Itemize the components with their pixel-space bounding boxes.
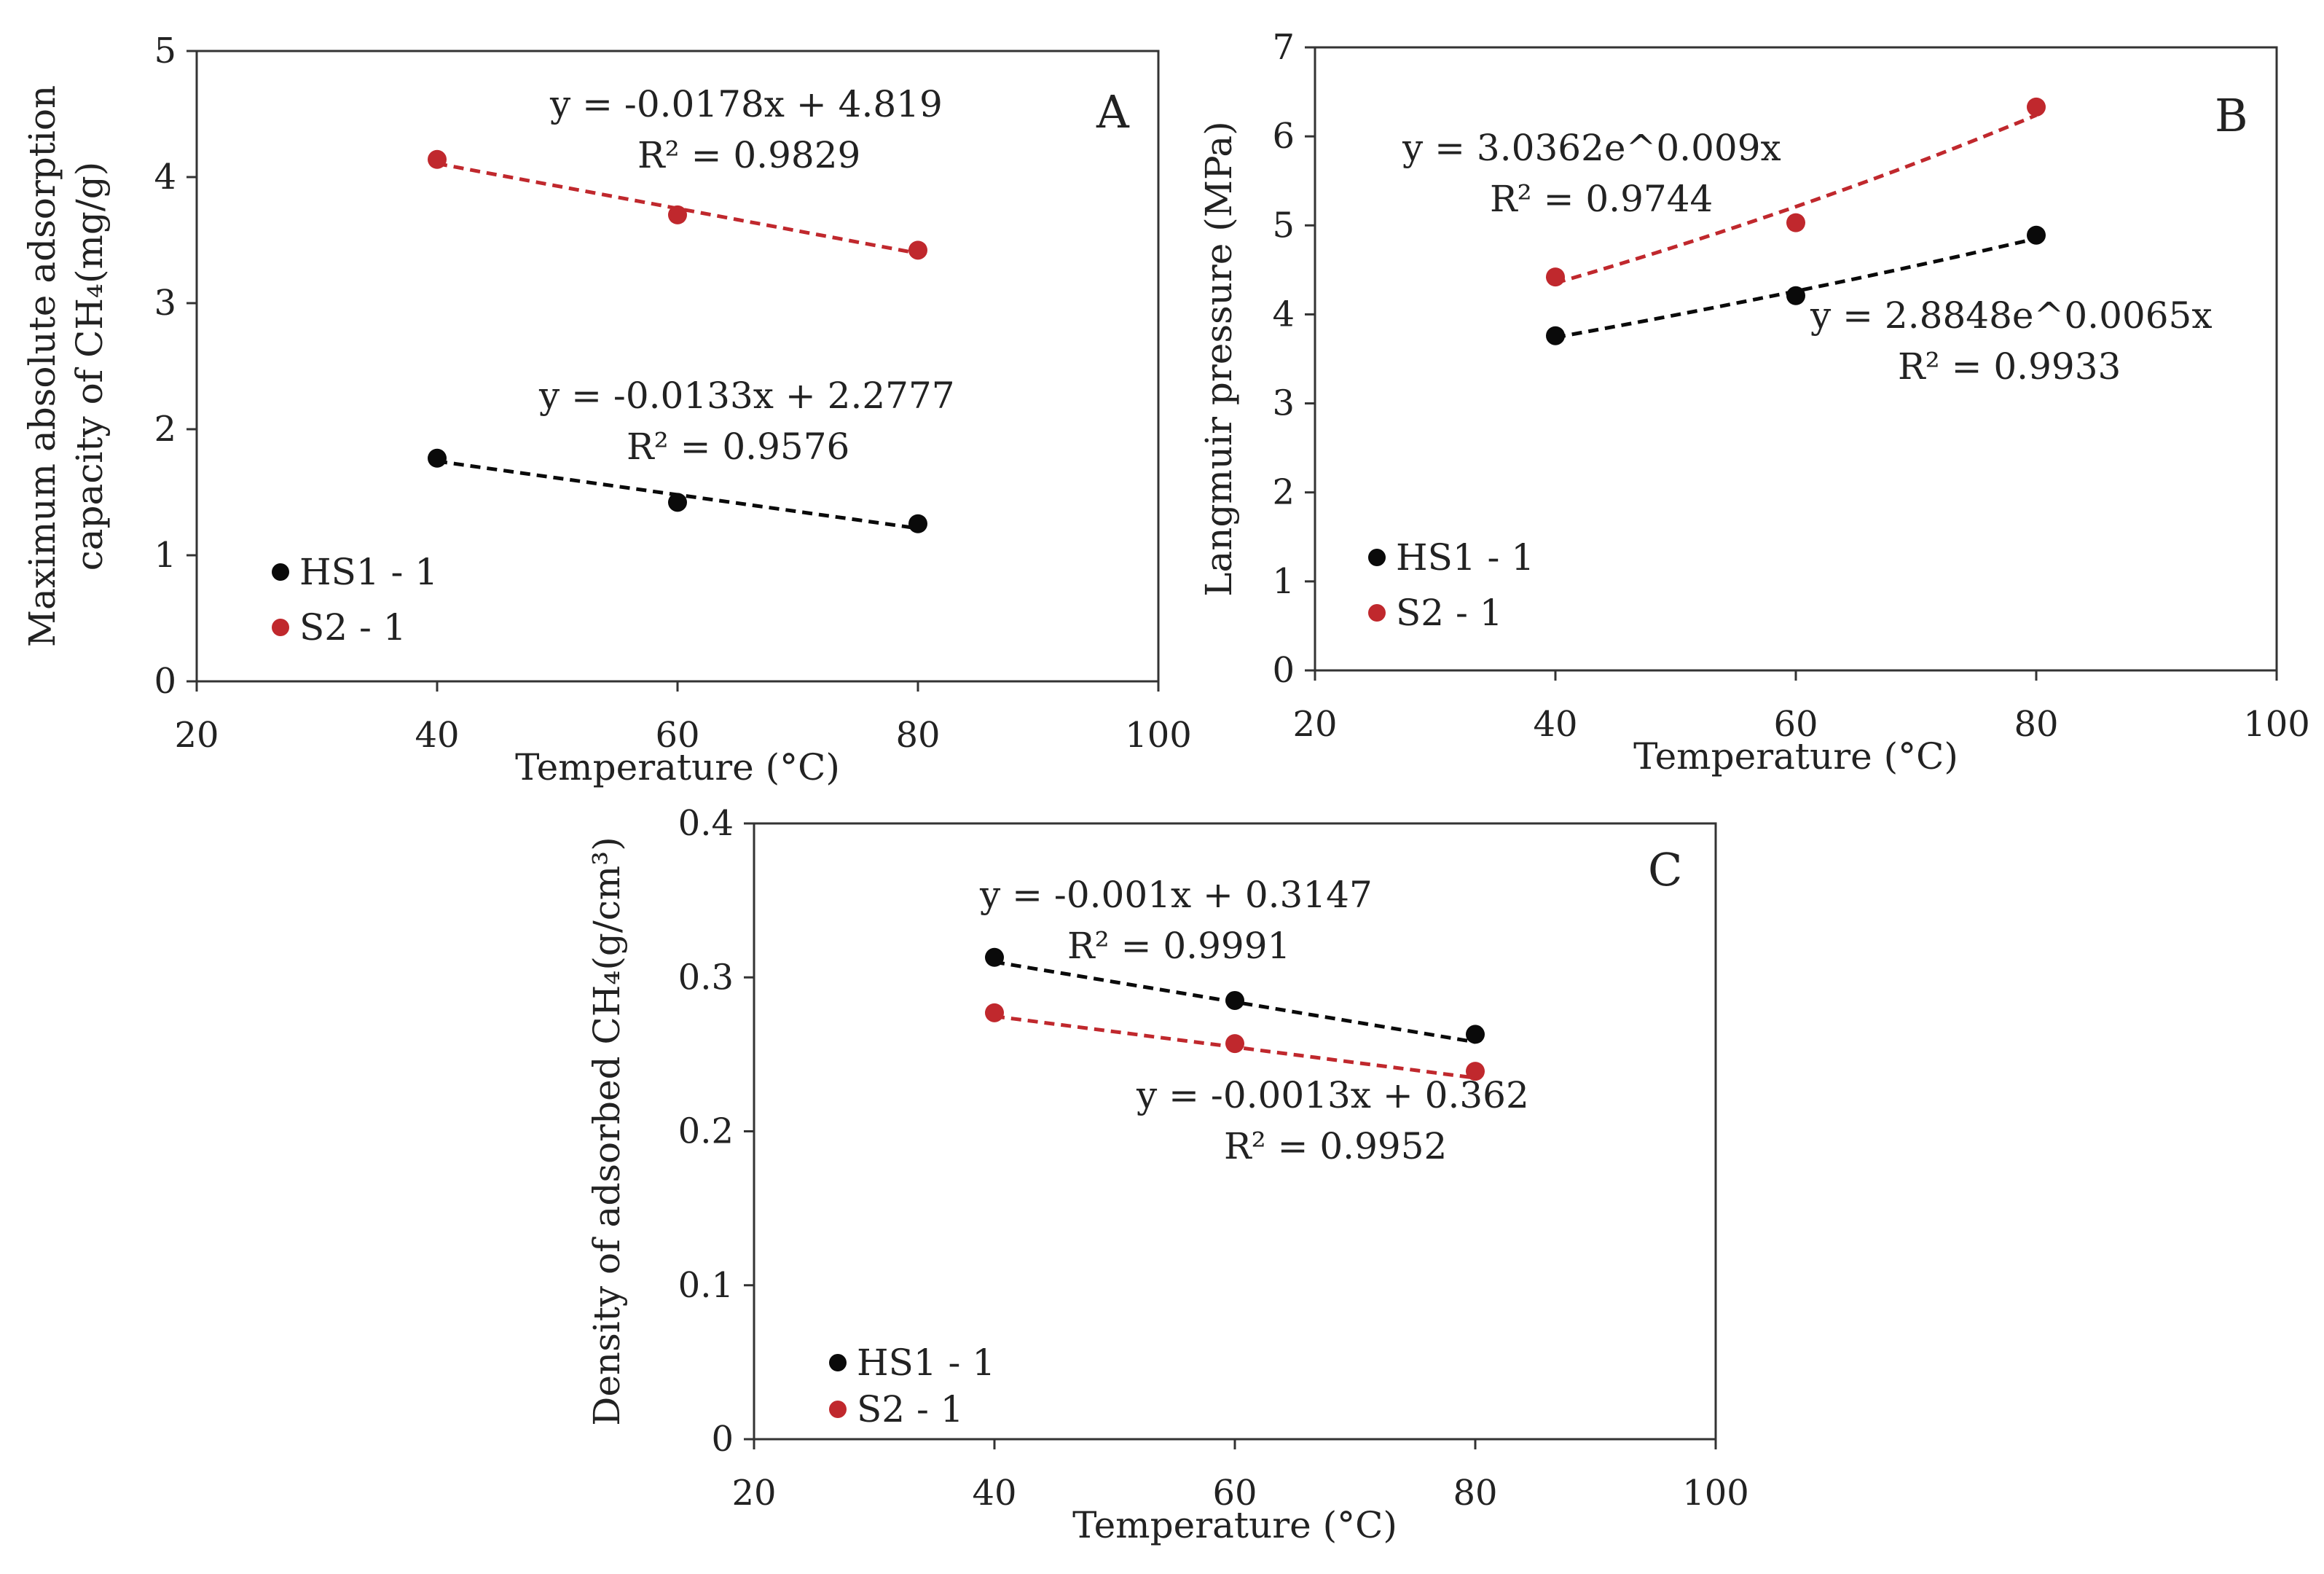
fit-equation: y = 2.8848e^0.0065x: [1810, 294, 2213, 337]
fit-r-squared: R² = 0.9933: [1898, 345, 2121, 388]
y-tick-label: 1: [154, 535, 176, 576]
legend-label: HS1 - 1: [857, 1342, 995, 1384]
y-tick-label: 3: [154, 283, 176, 324]
data-point: [1466, 1062, 1485, 1081]
data-point: [908, 514, 927, 533]
y-tick-label: 4: [1272, 294, 1295, 334]
data-point: [1225, 1034, 1244, 1054]
data-point: [1225, 990, 1244, 1010]
fit-r-squared: R² = 0.9744: [1490, 178, 1713, 220]
x-tick-label: 80: [895, 715, 940, 756]
y-axis-title: Maximum absolute adsorption: [21, 85, 63, 647]
data-point: [2027, 225, 2046, 245]
y-tick-label: 0.1: [678, 1265, 734, 1306]
x-tick-label: 60: [1773, 704, 1818, 745]
x-tick-label: 20: [1292, 704, 1337, 745]
y-tick-label: 0.2: [678, 1111, 734, 1152]
y-axis-title: Langmuir pressure (MPa): [1198, 121, 1240, 596]
fit-r-squared: R² = 0.9576: [627, 426, 849, 468]
x-tick-label: 100: [1682, 1473, 1749, 1514]
fit-equation: y = -0.0178x + 4.819: [549, 83, 943, 125]
trendline-S2-1: [1555, 113, 2037, 285]
x-tick-label: 80: [1453, 1473, 1497, 1514]
fit-equation: y = 3.0362e^0.009x: [1402, 127, 1781, 169]
panel-letter: B: [2215, 89, 2248, 142]
x-axis-title: Temperature (°C): [1633, 735, 1958, 778]
chart-panel-A: 20 40 60 80 100 0 1 2 3 4 5 Temperature (°C) Maximum…: [21, 31, 1192, 788]
legend-label: S2 - 1: [299, 606, 407, 649]
x-tick-label: 60: [1212, 1473, 1257, 1514]
x-tick-label: 80: [2014, 704, 2058, 745]
data-point: [668, 205, 687, 224]
trendline-HS1-1: [1555, 236, 2037, 340]
legend-label: S2 - 1: [1396, 592, 1503, 634]
legend-label: S2 - 1: [857, 1388, 964, 1430]
legend-label: HS1 - 1: [1396, 536, 1534, 579]
data-point: [1786, 286, 1805, 305]
legend-marker: [1368, 549, 1386, 566]
y-tick-label: 0: [154, 661, 176, 702]
data-point: [908, 240, 927, 260]
x-tick-label: 60: [655, 715, 699, 756]
panel-letter: A: [1096, 85, 1130, 138]
data-point: [428, 149, 447, 169]
y-tick-label: 2: [154, 409, 176, 450]
data-point: [1786, 213, 1805, 232]
data-point: [985, 947, 1004, 967]
y-tick-label: 0: [711, 1419, 734, 1460]
y-tick-label: 2: [1272, 472, 1295, 513]
fit-r-squared: R² = 0.9829: [637, 134, 860, 176]
fit-r-squared: R² = 0.9991: [1067, 925, 1290, 967]
data-point: [1546, 267, 1565, 287]
x-tick-label: 100: [2243, 704, 2310, 745]
x-tick-label: 40: [415, 715, 459, 756]
x-tick-label: 40: [972, 1473, 1016, 1514]
y-tick-label: 0.4: [678, 803, 734, 844]
fit-equation: y = -0.0133x + 2.2777: [538, 375, 955, 417]
y-axis-title-line2: capacity of CH₄(mg/g): [68, 162, 111, 571]
y-tick-label: 0.3: [678, 957, 734, 998]
data-point: [428, 448, 447, 468]
y-tick-label: 0: [1272, 650, 1295, 691]
legend-label: HS1 - 1: [299, 551, 438, 593]
chart-panel-B: 20 40 60 80 100 0 1 2 3 4 5 6 7 Temperature (°C) Langm…: [1198, 27, 2310, 778]
data-point: [2027, 97, 2046, 117]
y-axis-title: Density of adsorbed CH₄(g/cm³): [586, 837, 628, 1425]
legend-marker: [272, 619, 289, 636]
x-tick-label: 40: [1533, 704, 1577, 745]
panel-letter: C: [1648, 843, 1682, 896]
y-tick-label: 1: [1272, 561, 1295, 602]
y-tick-label: 4: [154, 157, 176, 197]
x-tick-label: 100: [1125, 715, 1192, 756]
chart-panel-C: 20 40 60 80 100 0 0.1 0.2 0.3 0.4 Temperature (°C)…: [586, 803, 1749, 1546]
data-point: [1546, 326, 1565, 345]
legend-marker: [829, 1354, 847, 1371]
y-tick-label: 3: [1272, 383, 1295, 424]
legend-marker: [1368, 604, 1386, 622]
legend-marker: [272, 563, 289, 581]
x-tick-label: 20: [174, 715, 219, 756]
data-point: [1466, 1025, 1485, 1044]
fit-equation: y = -0.001x + 0.3147: [979, 874, 1373, 916]
x-axis-title: Temperature (°C): [1072, 1504, 1397, 1546]
fit-equation: y = -0.0013x + 0.362: [1136, 1074, 1529, 1116]
fit-r-squared: R² = 0.9952: [1224, 1125, 1447, 1167]
data-point: [985, 1003, 1004, 1022]
x-tick-label: 20: [731, 1473, 776, 1514]
legend-marker: [829, 1401, 847, 1418]
y-tick-label: 7: [1272, 27, 1295, 68]
y-tick-label: 5: [1272, 205, 1295, 246]
data-point: [668, 493, 687, 512]
y-tick-label: 5: [154, 31, 176, 71]
y-tick-label: 6: [1272, 116, 1295, 157]
x-axis-title: Temperature (°C): [515, 746, 840, 788]
